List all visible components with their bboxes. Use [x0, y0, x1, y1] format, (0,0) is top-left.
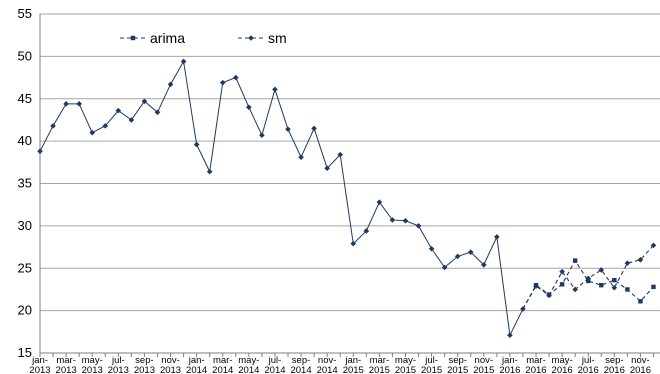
x-tick-label: sep-2016	[604, 355, 625, 374]
data-point	[428, 245, 435, 252]
data-point-sm	[598, 267, 605, 273]
data-point-arima	[625, 287, 630, 292]
x-tick-label: jan-2016	[499, 355, 520, 374]
x-tick-label: mar-2013	[56, 355, 77, 374]
data-point	[154, 109, 161, 116]
data-point	[415, 223, 422, 229]
x-tick-label: nov-2016	[630, 355, 651, 374]
data-point	[402, 217, 409, 224]
data-point-arima	[599, 283, 604, 288]
data-point	[102, 123, 109, 129]
x-tick-label: mar-2016	[525, 355, 546, 374]
data-point	[259, 132, 265, 138]
data-point	[311, 125, 317, 132]
x-tick-label: sep-2013	[134, 355, 155, 374]
data-point	[441, 264, 448, 271]
data-point	[115, 107, 122, 114]
legend-marker-sm	[248, 35, 254, 41]
data-point	[494, 234, 500, 240]
x-tick-label: jul-2016	[578, 355, 599, 374]
data-point	[180, 58, 187, 65]
data-point	[389, 217, 396, 223]
y-tick-label: 30	[18, 218, 32, 233]
data-point	[193, 141, 200, 148]
y-tick-label: 15	[18, 345, 32, 360]
data-point-sm	[572, 286, 578, 293]
x-tick-label: nov-2013	[160, 355, 181, 374]
data-point	[37, 148, 43, 155]
x-tick-label: jan-2015	[343, 355, 364, 374]
history-line	[39, 59, 524, 337]
x-tick-label: jul-2013	[108, 355, 129, 374]
x-tick-label: may-2014	[238, 355, 259, 374]
data-point	[63, 101, 69, 107]
x-tick-label: may-2015	[395, 355, 416, 374]
y-tick-label: 50	[18, 48, 32, 63]
legend-label-arima: arima	[150, 30, 185, 46]
data-point-sm	[637, 256, 644, 263]
x-tick-label: mar-2014	[212, 355, 233, 374]
data-point	[232, 74, 239, 81]
data-point	[246, 104, 252, 111]
data-point	[219, 79, 226, 86]
data-point	[141, 98, 148, 105]
y-tick-label: 45	[18, 91, 32, 106]
y-tick-label: 55	[18, 6, 32, 21]
data-point	[89, 129, 96, 136]
x-tick-label: jan-2013	[29, 355, 50, 374]
data-point-arima	[572, 258, 578, 263]
y-tick-label: 25	[18, 260, 32, 275]
data-point-arima	[612, 277, 617, 283]
y-tick-label: 35	[18, 176, 32, 191]
data-point	[324, 165, 330, 172]
x-tick-label: jul-2015	[421, 355, 442, 374]
data-point-arima	[559, 282, 565, 287]
data-point	[298, 154, 304, 161]
data-point	[454, 253, 461, 260]
x-tick-label: sep-2014	[290, 355, 311, 374]
x-tick-label: jul-2014	[264, 355, 285, 374]
data-point-sm	[611, 284, 618, 291]
data-point-sm	[559, 268, 565, 275]
data-point-sm	[585, 275, 592, 282]
data-point	[376, 199, 383, 205]
data-point	[350, 240, 357, 247]
data-point	[337, 151, 344, 158]
data-point	[167, 81, 174, 88]
data-point	[507, 332, 513, 339]
x-tick-label: may-2016	[552, 355, 573, 374]
data-point	[480, 262, 487, 268]
data-point	[76, 101, 82, 107]
x-tick-label: may-2013	[82, 355, 103, 374]
data-point	[272, 86, 278, 93]
data-point-sm	[533, 283, 539, 289]
data-point	[206, 168, 213, 175]
series-line-arima	[522, 259, 654, 310]
data-point	[467, 249, 474, 255]
data-point-arima	[651, 284, 656, 290]
data-point	[128, 117, 135, 123]
x-tick-label: mar-2015	[369, 355, 390, 374]
data-point	[520, 306, 526, 312]
legend-marker-arima	[130, 35, 136, 41]
data-point-arima	[638, 299, 643, 304]
data-point-sm	[650, 242, 657, 249]
data-point-sm	[624, 260, 631, 266]
x-tick-label: sep-2015	[447, 355, 468, 374]
data-point	[50, 123, 56, 129]
x-tick-label: nov-2014	[317, 355, 338, 374]
legend-label-sm: sm	[268, 30, 287, 46]
y-tick-label: 40	[18, 133, 32, 148]
y-tick-label: 20	[18, 303, 32, 318]
x-tick-label: jan-2014	[186, 355, 207, 374]
x-tick-label: nov-2015	[473, 355, 494, 374]
data-point	[363, 228, 370, 234]
data-point-sm	[546, 292, 552, 299]
data-point	[285, 126, 291, 133]
